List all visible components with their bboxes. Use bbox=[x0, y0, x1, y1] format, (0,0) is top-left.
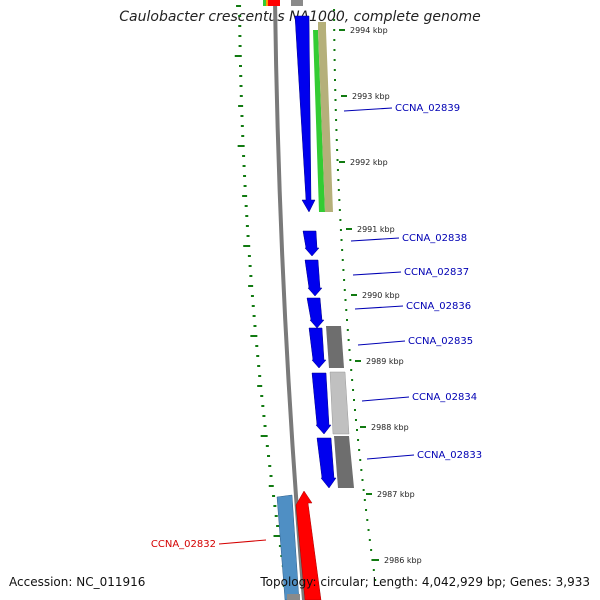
gene-label[interactable]: CCNA_02839 bbox=[395, 103, 460, 114]
gene-label[interactable]: CCNA_02836 bbox=[406, 301, 471, 312]
gene-label[interactable]: CCNA_02834 bbox=[412, 392, 477, 403]
scale-tick-label: 2991 kbp bbox=[357, 225, 395, 234]
gene-label[interactable]: CCNA_02837 bbox=[404, 267, 469, 278]
gene-feature-green-strip[interactable] bbox=[313, 30, 325, 212]
gene-label-leader bbox=[366, 454, 415, 460]
scale-tick-label: 2994 kbp bbox=[350, 26, 388, 35]
gene-label-leader bbox=[354, 305, 404, 310]
scale-tick-label: 2988 kbp bbox=[371, 423, 409, 432]
gene-features bbox=[263, 0, 354, 600]
gene-feature-olive-strip[interactable] bbox=[318, 30, 333, 212]
scale-tick-label: 2989 kbp bbox=[366, 357, 404, 366]
gene-feature-top-red[interactable] bbox=[268, 0, 280, 6]
gene-feature-ccna-02839[interactable] bbox=[294, 15, 316, 213]
gene-feature-top-green[interactable] bbox=[263, 0, 266, 6]
gene-feature-gray-2[interactable] bbox=[329, 371, 350, 435]
gene-feature-top-gray[interactable] bbox=[291, 0, 303, 6]
gene-label[interactable]: CCNA_02833 bbox=[417, 450, 482, 461]
scale-tick-label: 2990 kbp bbox=[362, 291, 400, 300]
scale-tick-label: 2987 kbp bbox=[377, 490, 415, 499]
gene-feature-bottom-gray[interactable] bbox=[287, 594, 300, 600]
gene-feature-ccna-02838[interactable] bbox=[302, 230, 320, 257]
gene-label-leader bbox=[218, 539, 267, 545]
gene-feature-ccna-02835[interactable] bbox=[308, 327, 327, 369]
gene-feature-ccna-02832[interactable] bbox=[276, 494, 300, 600]
gene-label[interactable]: CCNA_02835 bbox=[408, 336, 473, 347]
gene-feature-ccna-02837[interactable] bbox=[304, 259, 323, 297]
accession-text: Accession: NC_011916 bbox=[9, 575, 146, 589]
gene-feature-ccna-02834[interactable] bbox=[311, 372, 332, 435]
gene-label-leader bbox=[350, 237, 400, 242]
gene-label-leader bbox=[357, 340, 406, 346]
gene-feature-gray-3[interactable] bbox=[334, 436, 354, 488]
gene-label-leader bbox=[352, 271, 402, 276]
genome-summary-text: Topology: circular; Length: 4,042,929 bp… bbox=[260, 575, 590, 589]
scale-tick-label: 2986 kbp bbox=[384, 556, 422, 565]
gene-label[interactable]: CCNA_02838 bbox=[402, 233, 467, 244]
gene-label-leader bbox=[343, 107, 393, 112]
gene-label-track: CCNA_02839 CCNA_02838 CCNA_02837 CCNA_02836… bbox=[151, 103, 482, 550]
gene-label-leader bbox=[361, 396, 410, 402]
scale-tick-label: 2993 kbp bbox=[352, 92, 390, 101]
gene-label[interactable]: CCNA_02832 bbox=[151, 539, 216, 550]
gene-feature-gray-1[interactable] bbox=[326, 326, 344, 368]
scale-tick-label: 2992 kbp bbox=[350, 158, 388, 167]
gene-feature-red-bottom[interactable] bbox=[295, 490, 322, 600]
gene-feature-top-orange[interactable] bbox=[266, 0, 269, 6]
gene-feature-ccna-02836[interactable] bbox=[306, 297, 325, 329]
gene-feature-olive-cap[interactable] bbox=[318, 22, 326, 30]
scale-track: 2994 kbp 2993 kbp 2992 kbp 2991 kbp 2990 kbp… bbox=[339, 26, 422, 565]
gene-feature-ccna-02833[interactable] bbox=[316, 437, 337, 489]
